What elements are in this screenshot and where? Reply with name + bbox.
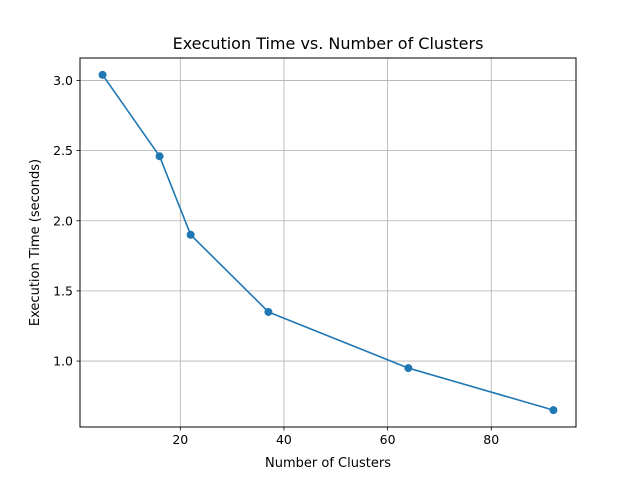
series-layer (98, 70, 558, 415)
x-tick-label: 40 (276, 432, 292, 447)
data-point (186, 230, 195, 239)
data-point (549, 406, 558, 415)
y-tick-label: 1.5 (53, 283, 73, 298)
plot-area-frame (79, 57, 577, 428)
x-tick-label: 80 (483, 432, 499, 447)
x-tick-label: 60 (380, 432, 396, 447)
y-tick-label: 2.5 (53, 143, 73, 158)
y-tick-label: 1.0 (53, 354, 73, 369)
data-point (98, 70, 107, 79)
x-axis-label: Number of Clusters (265, 456, 391, 471)
chart-title: Execution Time vs. Number of Clusters (173, 34, 484, 53)
y-tick-label: 3.0 (53, 73, 73, 88)
x-tick-label: 20 (172, 432, 188, 447)
data-point (264, 307, 273, 316)
series-line (101, 74, 554, 411)
data-point (155, 152, 164, 161)
data-point (404, 364, 413, 373)
y-axis-label: Execution Time (seconds) (28, 159, 43, 326)
ticks: 20 40 60 80 1.0 1.5 2.0 2.5 3.0 (53, 73, 499, 447)
grid (80, 58, 576, 427)
y-tick-label: 2.0 (53, 213, 73, 228)
